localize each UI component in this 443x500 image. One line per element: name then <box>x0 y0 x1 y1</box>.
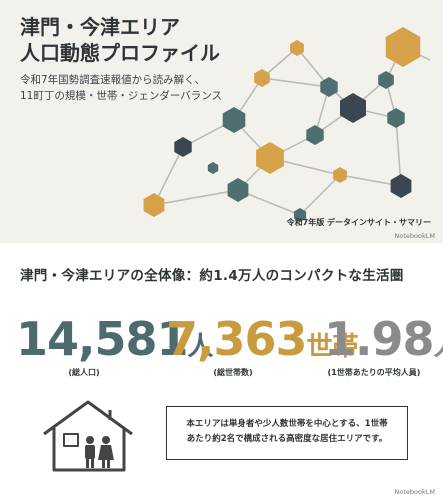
stat-value: 7,363 <box>166 312 308 366</box>
watermark: NotebookLM <box>394 488 435 496</box>
note-box: 本エリアは単身者や少人数世帯を中心とする、1世帯 あたり約2名で構成される高密度… <box>166 406 408 460</box>
section-heading: 津門・今津エリアの全体像：約1.4万人のコンパクトな生活圏 <box>20 268 404 284</box>
stat-value: 1.98 <box>324 312 434 366</box>
hexagon <box>387 108 405 128</box>
stat-value: 14,581 <box>16 312 189 366</box>
hexagon <box>174 137 192 157</box>
hexagon <box>222 107 246 133</box>
hexagon <box>254 69 270 87</box>
network-graphic <box>143 27 431 222</box>
connector <box>261 77 330 88</box>
stat-label: (1世帯あたりの平均人員) <box>327 368 421 377</box>
hexagon <box>320 77 338 97</box>
hexagon <box>390 174 412 198</box>
subtitle: 11町丁の規模・世帯・ジェンダーバランス <box>20 90 223 102</box>
hexagon <box>306 125 324 145</box>
stat: 14,581人 <box>16 312 214 366</box>
stat-label: (総人口) <box>68 368 100 377</box>
hexagon <box>290 40 304 56</box>
subtitle: 令和7年国勢調査速報値から読み解く、 <box>20 74 206 86</box>
hexagon <box>256 142 284 174</box>
note-line: 本エリアは単身者や少人数世帯を中心とする、1世帯 <box>186 419 388 429</box>
connector <box>153 146 184 206</box>
hexagon <box>207 162 219 174</box>
hexagon <box>378 71 394 89</box>
watermark: NotebookLM <box>394 232 435 240</box>
title: 津門・今津エリア <box>20 15 180 39</box>
stat: 1.98人 <box>324 312 443 366</box>
house-icon <box>43 400 133 472</box>
note-line: あたり約2名で構成される高密度な居住エリアです。 <box>186 434 388 444</box>
hexagon <box>385 27 421 67</box>
stat: 7,363世帯 <box>166 312 359 366</box>
hexagon <box>143 193 165 217</box>
stat-unit: 世帯 <box>306 332 359 362</box>
stat-unit: 人 <box>187 332 214 362</box>
stat-label: (総世帯数) <box>213 368 253 377</box>
connector <box>153 189 239 206</box>
connector <box>299 174 341 216</box>
title: 人口動態プロファイル <box>20 41 220 65</box>
stat-unit: 人 <box>434 332 443 362</box>
hexagon <box>293 208 307 222</box>
hexagon <box>340 93 366 123</box>
hexagon <box>333 167 347 183</box>
badge: 令和7年版 データインサイト・サマリー <box>286 218 431 227</box>
hero: 津門・今津エリア 人口動態プロファイル 令和7年国勢調査速報値から読み解く、 1… <box>0 0 443 243</box>
hexagon <box>227 178 249 202</box>
